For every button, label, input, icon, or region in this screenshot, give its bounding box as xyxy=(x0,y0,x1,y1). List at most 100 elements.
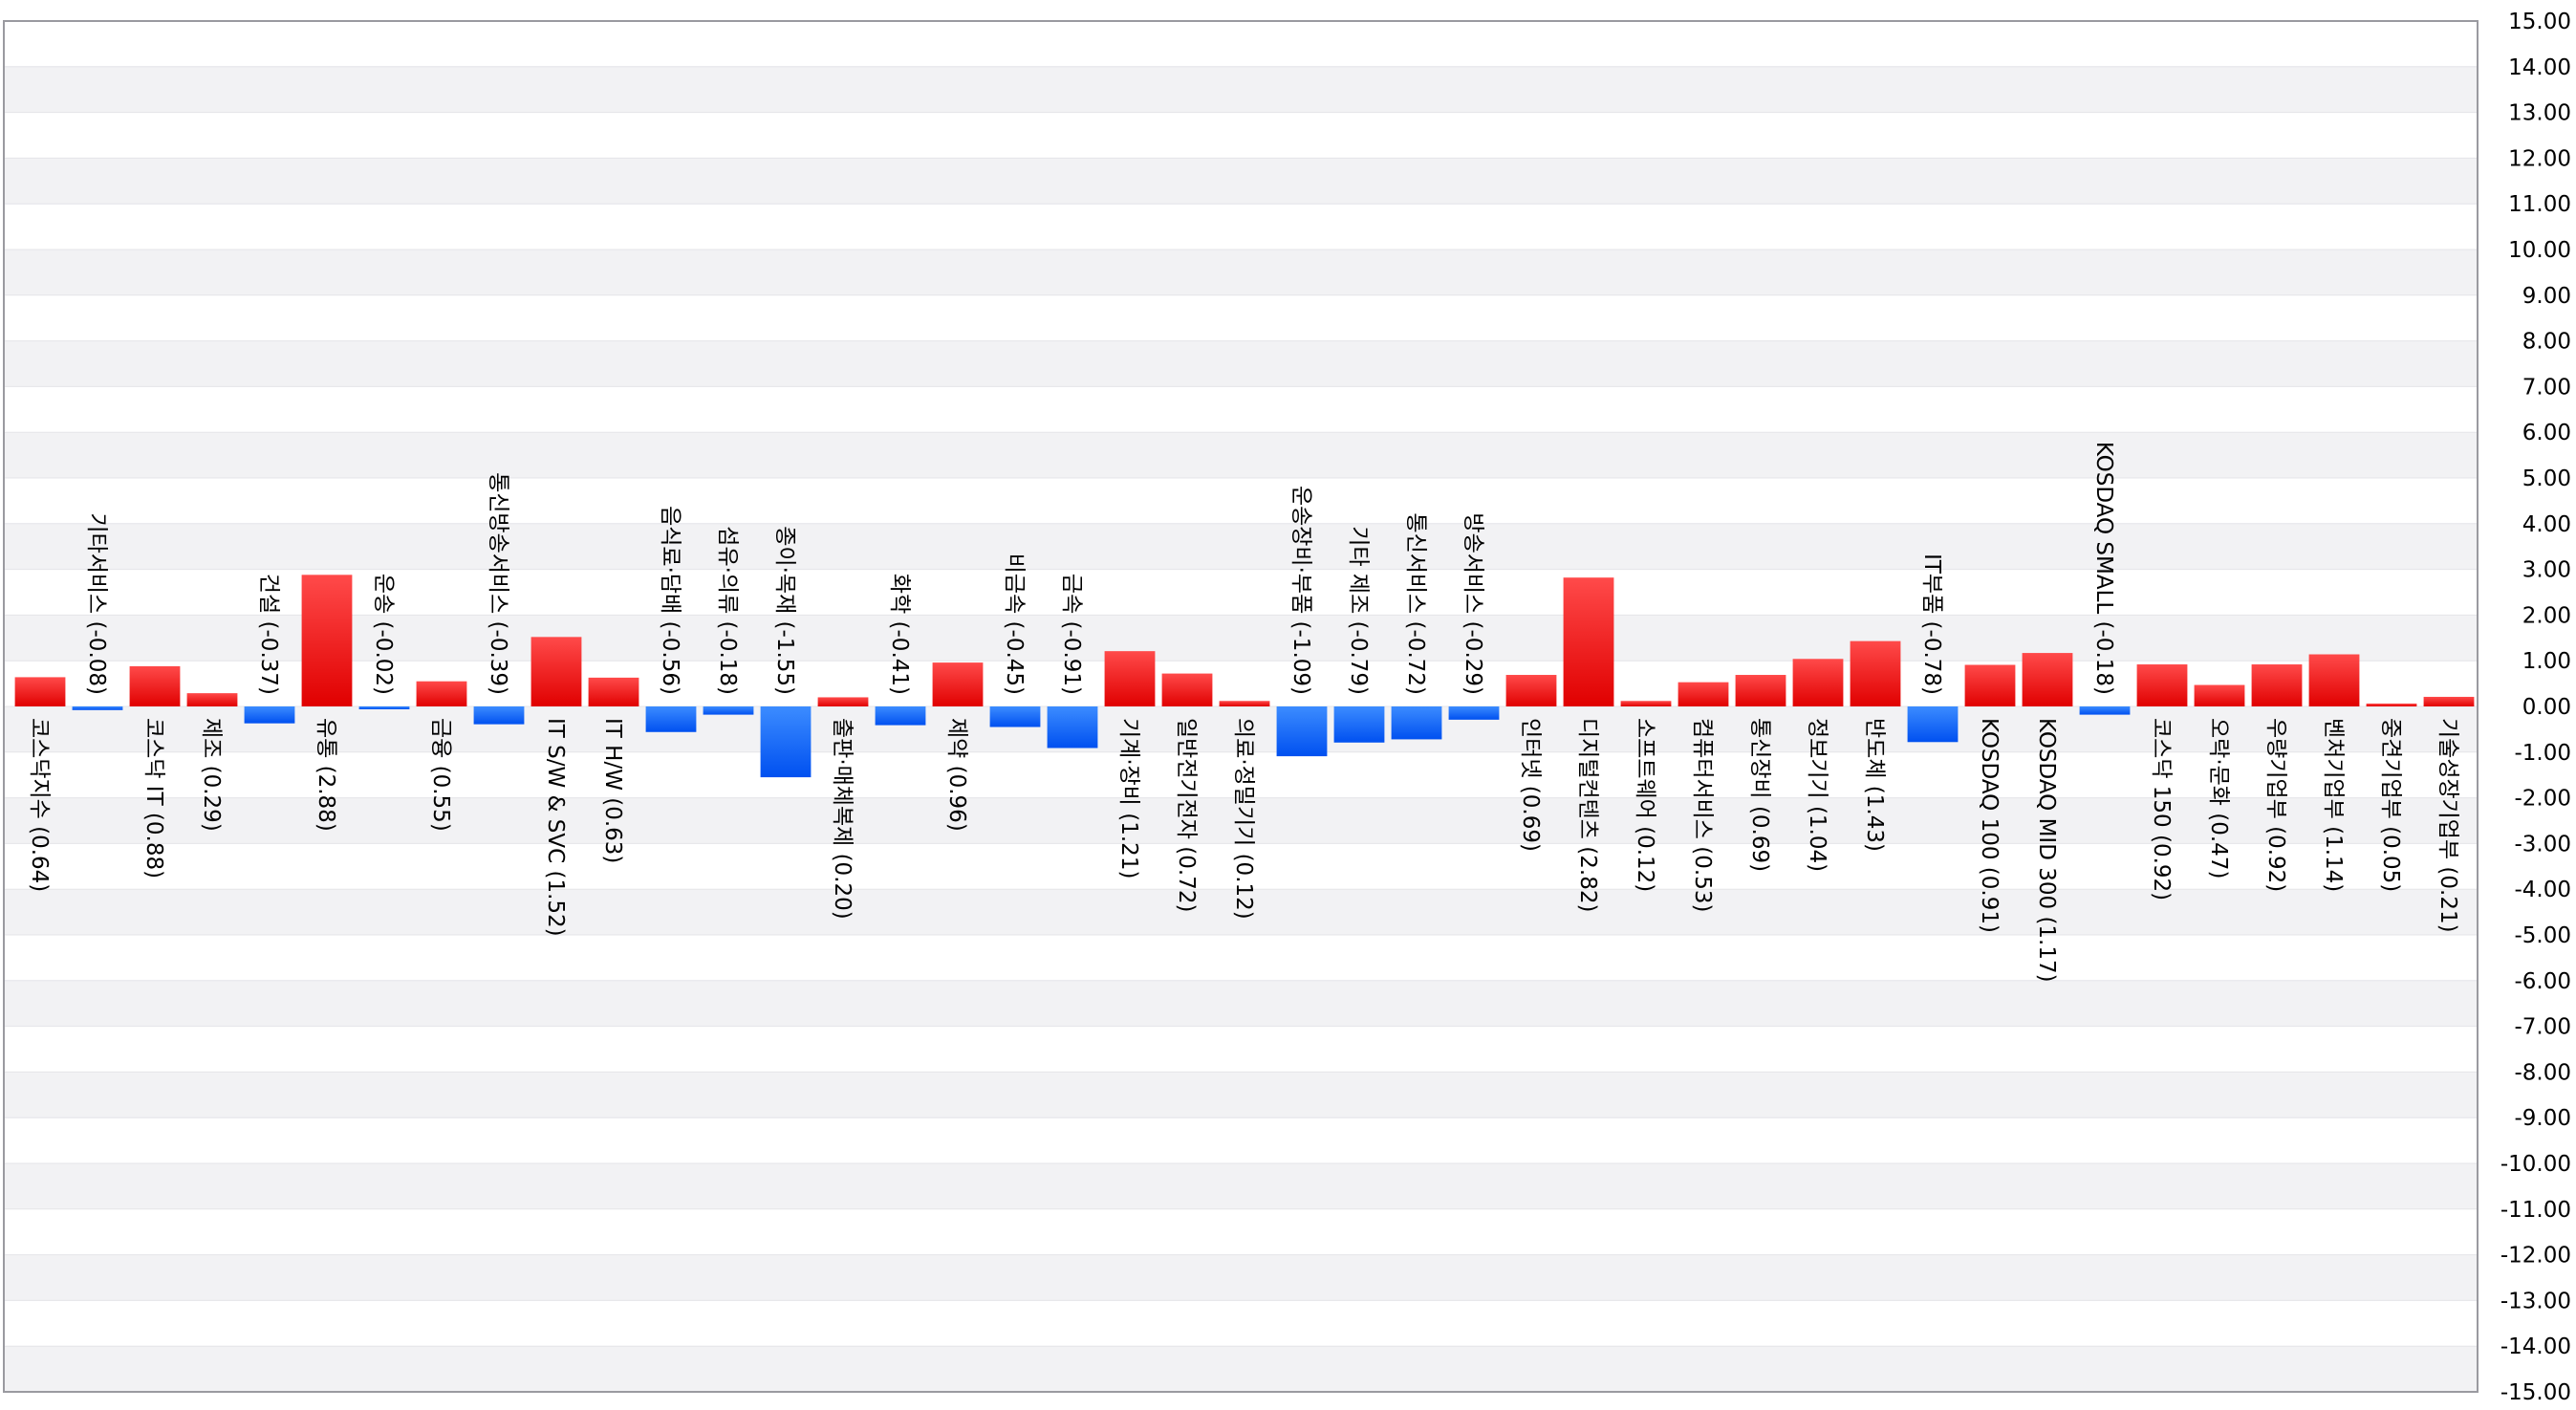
bar xyxy=(1104,651,1156,706)
grid-band xyxy=(4,432,2478,478)
grid-band xyxy=(4,980,2478,1027)
bar xyxy=(1678,682,1729,706)
bar xyxy=(1391,706,1442,740)
category-label: 기계·장비 (1.21) xyxy=(1116,718,1141,879)
y-tick-label: 15.00 xyxy=(2508,10,2571,34)
grid-band xyxy=(4,66,2478,113)
category-label: 인터넷 (0.69) xyxy=(1518,718,1543,852)
category-label: 코스닥지수 (0.64) xyxy=(27,718,52,892)
y-tick-label: -14.00 xyxy=(2500,1334,2571,1359)
plot-frame xyxy=(3,20,2479,1393)
y-tick-label: 9.00 xyxy=(2522,284,2571,309)
bar xyxy=(244,706,295,724)
bar xyxy=(1563,577,1614,706)
category-label: 중견기업부 (0.05) xyxy=(2378,718,2403,892)
bar xyxy=(2308,654,2360,706)
y-tick-label: 14.00 xyxy=(2508,55,2571,80)
y-tick-label: -15.00 xyxy=(2500,1380,2571,1405)
grid-band xyxy=(4,1072,2478,1118)
grid-band xyxy=(4,340,2478,387)
bar xyxy=(2194,684,2245,706)
category-label: 운송장비·부품 (-1.09) xyxy=(1288,486,1313,695)
category-label: 디지털컨텐츠 (2.82) xyxy=(1575,718,1600,912)
category-label: 정보기기 (1.04) xyxy=(1805,718,1829,872)
y-tick-label: -13.00 xyxy=(2500,1289,2571,1313)
bar xyxy=(301,575,353,706)
bars-group xyxy=(14,575,2475,778)
category-label: 우량기업부 (0.92) xyxy=(2263,718,2288,892)
y-tick-label: 0.00 xyxy=(2522,695,2571,720)
grid-band xyxy=(4,1163,2478,1209)
grid-band xyxy=(4,797,2478,844)
category-label: 오락·문화 (0.47) xyxy=(2206,718,2231,879)
y-tick-label: 8.00 xyxy=(2522,330,2571,355)
grid-band xyxy=(4,1254,2478,1301)
y-tick-label: -10.00 xyxy=(2500,1152,2571,1177)
category-label: 컴퓨터서비스 (0.53) xyxy=(1690,718,1715,912)
y-tick-label: 13.00 xyxy=(2508,101,2571,126)
category-label: IT S/W & SVC (1.52) xyxy=(543,718,568,937)
category-label: 의료·정밀기기 (0.12) xyxy=(1231,718,1256,920)
y-tick-label: -5.00 xyxy=(2514,923,2571,948)
category-label: 비금속 (-0.45) xyxy=(1002,553,1027,695)
y-tick-label: -2.00 xyxy=(2514,787,2571,812)
y-tick-label: -12.00 xyxy=(2500,1244,2571,1269)
bar xyxy=(2423,696,2475,706)
bar xyxy=(1907,706,1959,743)
y-axis: 15.00 14.00 13.00 12.00 11.00 10.00 9.00 8.00 7.… xyxy=(2500,10,2571,1405)
y-tick-label: 11.00 xyxy=(2508,192,2571,217)
bar xyxy=(2366,704,2417,706)
y-tick-label: 7.00 xyxy=(2522,375,2571,400)
bar xyxy=(186,693,238,706)
grid-band xyxy=(4,158,2478,205)
y-tick-label: -9.00 xyxy=(2514,1106,2571,1131)
bar xyxy=(1735,675,1786,706)
category-label: 유통 (2.88) xyxy=(314,718,338,832)
y-tick-label: 1.00 xyxy=(2522,649,2571,674)
bar xyxy=(1505,675,1557,706)
category-label: 금속 (-0.91) xyxy=(1059,574,1084,695)
category-label: 기타 제조 (-0.79) xyxy=(1346,526,1371,695)
category-label: 금융 (0.55) xyxy=(428,718,453,832)
bar xyxy=(989,706,1041,727)
category-label: 건설 (-0.37) xyxy=(256,574,281,695)
grid-band xyxy=(4,889,2478,935)
category-label: 섬유·의류 (-0.18) xyxy=(715,526,740,695)
y-tick-label: 4.00 xyxy=(2522,512,2571,537)
y-tick-label: -8.00 xyxy=(2514,1060,2571,1085)
category-label: 종이·목재 (-1.55) xyxy=(772,526,797,695)
grid-band xyxy=(4,706,2478,752)
y-tick-label: -6.00 xyxy=(2514,969,2571,994)
category-label: 제조 (0.29) xyxy=(199,718,224,832)
category-label: KOSDAQ MID 300 (1.17) xyxy=(2034,718,2059,983)
category-label: 코스닥 150 (0.92) xyxy=(2149,718,2174,900)
bar xyxy=(588,677,639,706)
bar xyxy=(1161,673,1213,706)
bar xyxy=(703,706,754,715)
bar xyxy=(1333,706,1385,743)
y-tick-label: -7.00 xyxy=(2514,1015,2571,1040)
y-tick-label: -1.00 xyxy=(2514,741,2571,766)
bar xyxy=(358,706,410,709)
category-label: 운송 (-0.02) xyxy=(371,574,396,695)
category-label: 벤처기업부 (1.14) xyxy=(2321,718,2346,892)
bar xyxy=(530,637,582,706)
category-label: 일반전기전자 (0.72) xyxy=(1174,718,1199,912)
category-labels: 코스닥지수 (0.64) 기타서비스 (-0.08) 코스닥 IT (0.88) 제조… xyxy=(27,442,2460,983)
grid-band xyxy=(4,249,2478,295)
y-tick-label: -3.00 xyxy=(2514,832,2571,857)
y-tick-label: -4.00 xyxy=(2514,878,2571,902)
y-tick-label: 2.00 xyxy=(2522,603,2571,628)
bar xyxy=(416,681,467,706)
category-label: 통신방송서비스 (-0.39) xyxy=(486,472,510,695)
bar xyxy=(1850,640,1901,706)
category-label: 통신장비 (0.69) xyxy=(1747,718,1772,872)
category-label: IT H/W (0.63) xyxy=(600,718,625,863)
category-label: 기타서비스 (-0.08) xyxy=(84,512,109,695)
category-label: 기술성장기업부 (0.21) xyxy=(2435,718,2460,933)
bar xyxy=(2251,664,2303,706)
category-label: 반도체 (1.43) xyxy=(1862,718,1887,852)
grid-bands xyxy=(4,20,2478,1392)
